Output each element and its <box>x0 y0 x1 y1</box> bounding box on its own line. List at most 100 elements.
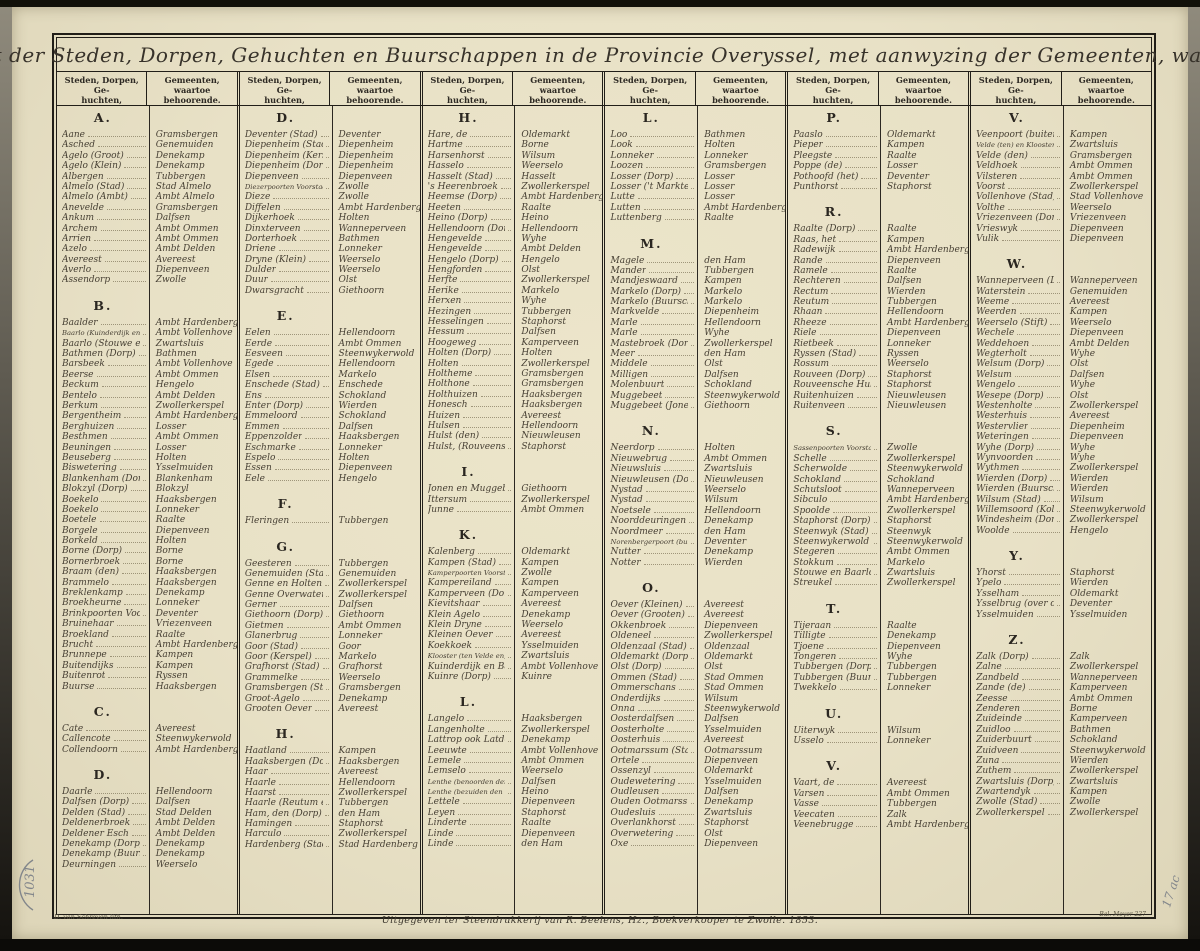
table-row: Borne (Dorp) Borne <box>57 546 237 556</box>
dotted-leader <box>485 239 512 241</box>
municipality-cell: Zwollerkerspel <box>338 589 407 600</box>
dotted-leader <box>494 583 512 586</box>
municipality-cell: Bathmen <box>338 233 380 244</box>
place-cell: Haarle (Reutum en) <box>240 798 332 808</box>
section-letter: H. <box>275 726 296 742</box>
dotted-leader <box>508 594 512 596</box>
dotted-leader <box>463 208 512 210</box>
dotted-leader <box>839 657 878 660</box>
dotted-leader <box>142 854 146 857</box>
municipality-cell: Wierden <box>1069 484 1109 495</box>
dotted-leader <box>286 626 329 628</box>
municipality-cell: Zwollerkerspel <box>521 494 590 505</box>
municipality-cell: Schokland <box>887 474 935 485</box>
place-cell: Koekkoek <box>423 641 515 651</box>
place-cell: Pleegste <box>788 151 880 161</box>
municipality-cell: Holten <box>704 140 736 151</box>
place-cell: Westerhuis <box>971 411 1063 421</box>
place-cell: Almelo (Stad) <box>57 182 149 192</box>
place-cell: Zuidveen <box>971 746 1063 756</box>
municipality-cell: Goor <box>338 641 361 652</box>
place-cell: Hessum <box>423 327 515 337</box>
place-cell: Pothoofd (het) <box>788 172 880 182</box>
table-row: Bathmen (Dorp) Bathmen <box>57 349 237 359</box>
table-row: Barsbeek Ambt Vollenhove <box>57 359 237 369</box>
dotted-leader <box>643 563 695 565</box>
table-row: Klooster (ten Velde en) Zwartsluis <box>423 651 603 661</box>
municipality-cell: Staphorst <box>887 380 932 391</box>
table-row: Ommen (Stad) Stad Ommen <box>605 673 785 683</box>
table-row: Denekamp (Dorp) Denekamp <box>57 839 237 849</box>
table-row: Ommerschans Stad Ommen <box>605 683 785 693</box>
dotted-leader <box>470 500 512 502</box>
municipality-cell: Olst <box>704 359 723 370</box>
dotted-leader <box>656 156 695 158</box>
place-cell: Hare, de <box>423 130 515 140</box>
dotted-leader <box>640 323 695 325</box>
dotted-leader <box>302 699 329 701</box>
dotted-leader <box>116 624 146 627</box>
municipality-cell: Gramsbergen <box>521 379 584 390</box>
place-cell: Oever (Kleinen) <box>605 600 697 610</box>
column-pair: H. Hare, de Oldemarkt Hartme Borne Harsenhors… <box>419 106 603 914</box>
table-row: Velde (ten) en Klooster Zwartsluis <box>971 140 1151 150</box>
municipality-cell: Holten <box>521 348 553 359</box>
table-row: Sibculo Ambt Hardenberg <box>788 495 968 505</box>
table-row: Klein Dryne Weerselo <box>423 620 603 630</box>
municipality-cell: Deventer <box>338 130 381 140</box>
municipality-cell: Zalk <box>1069 652 1090 663</box>
table-row: Langelo Haaksbergen <box>423 714 603 724</box>
place-cell: Stokkum <box>788 558 880 568</box>
table-row: Lutten Ambt Hardenberg <box>605 203 785 213</box>
place-cell: Brucht <box>57 640 149 650</box>
dotted-leader <box>325 595 329 597</box>
municipality-cell: Hengelo <box>1069 525 1109 536</box>
municipality-cell: Avereest <box>704 610 744 621</box>
table-row: Tijeraan Raalte <box>788 621 968 631</box>
municipality-cell: Denekamp <box>704 797 753 808</box>
place-cell: Kuinre (Dorp) <box>423 672 515 682</box>
column-pair: A. Aane Gramsbergen Asched Genemuiden Agelo (… <box>57 106 237 914</box>
place-cell: Oosterhuis <box>605 735 697 745</box>
table-row: Oldenzaal (Stad) Oldenzaal <box>605 642 785 652</box>
lithographer-credit: D. van Schreven lith. <box>54 913 123 921</box>
place-cell: Grafhorst (Stad) <box>240 662 332 672</box>
dotted-leader <box>1022 594 1060 596</box>
place-cell: Linde <box>423 839 515 849</box>
place-cell: Tjoene <box>788 642 880 652</box>
table-row: Groot-Agelo Denekamp <box>240 694 420 704</box>
municipality-cell: Ambt Almelo <box>155 192 215 203</box>
column-pair: L. Loo Bathmen Look Holten Lonneker Lonneker Lo… <box>602 106 785 914</box>
municipality-cell: Avereest <box>155 723 196 734</box>
table-row: Besthmen Ambt Ommen <box>57 432 237 442</box>
place-cell: Yhorst <box>971 568 1063 578</box>
place-cell: Hamingen <box>240 819 332 829</box>
place-cell: Zwollerkerspel <box>971 808 1063 818</box>
dotted-leader <box>88 135 146 137</box>
table-row: Poppe (de) Losser <box>788 161 968 171</box>
table-row: Willemsoord (Kolonie) Steenwykerwold <box>971 505 1151 515</box>
place-cell: Lenthe (bezuiden den Overysselschen weg) <box>423 787 515 797</box>
section-letter: D. <box>93 767 113 783</box>
place-cell: Rossum <box>788 359 880 369</box>
table-row: Vilsteren Ambt Ommen <box>971 172 1151 182</box>
dotted-leader <box>685 605 695 608</box>
table-row: Breklenkamp Denekamp <box>57 588 237 598</box>
dotted-leader <box>1014 375 1060 377</box>
municipality-cell: den Ham <box>704 255 746 266</box>
table-row: Berkum Zwollerkerspel <box>57 401 237 411</box>
dotted-leader <box>1056 489 1060 492</box>
place-cell: Holthone <box>423 379 515 389</box>
place-cell: Bruinehaar <box>57 619 149 629</box>
dotted-leader <box>1056 281 1060 284</box>
municipality-cell: Kampen <box>1069 307 1108 318</box>
section-letter: A. <box>93 110 112 125</box>
municipality-cell: Wyhe <box>1069 349 1096 360</box>
municipality-cell: Kuinre <box>521 671 552 682</box>
table-row: Hulst (den) Nieuwleusen <box>423 431 603 441</box>
table-row: Dinxterveen Wanneperveen <box>240 224 420 234</box>
dotted-leader <box>485 249 512 252</box>
place-cell: Vrieswyk <box>971 224 1063 234</box>
municipality-cell: Zwartsluis <box>521 651 570 662</box>
place-cell: Wythmen <box>971 463 1063 473</box>
